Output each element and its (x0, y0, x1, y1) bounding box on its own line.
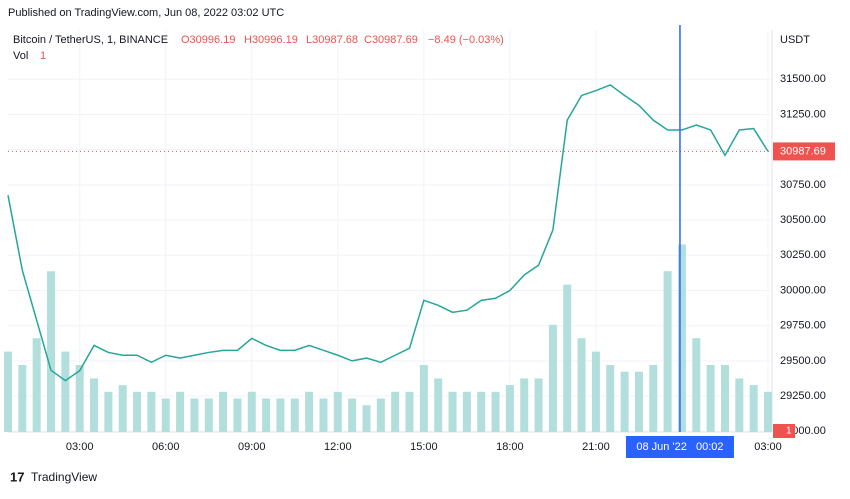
volume-bar (147, 391, 156, 432)
volume-bar (663, 271, 672, 432)
crosshair-label: 08 Jun '22 00:02 (636, 441, 723, 453)
volume-bar (606, 365, 615, 432)
last-price-label: 30987.69 (780, 145, 826, 157)
y-tick-label: 30000.00 (780, 284, 826, 296)
y-tick-label: 29750.00 (780, 320, 826, 332)
y-tick-label: 30500.00 (780, 214, 826, 226)
x-tick-label: 03:00 (754, 441, 782, 453)
volume-bar (161, 398, 170, 432)
volume-bar (262, 398, 271, 432)
legend-low: L30987.68 (306, 34, 358, 46)
volume-bar (32, 338, 41, 432)
legend-high: H30996.19 (244, 34, 298, 46)
volume-bar (362, 405, 371, 432)
volume-bar (677, 244, 686, 432)
volume-bar (247, 391, 256, 432)
volume-bar (333, 391, 342, 432)
y-axis-title: USDT (780, 34, 810, 46)
y-tick-label: 31500.00 (780, 73, 826, 85)
volume-bar (290, 398, 299, 432)
volume-bar (348, 398, 357, 432)
volume-bar (520, 378, 529, 432)
volume-bar (706, 365, 715, 432)
volume-bar (764, 391, 772, 432)
x-tick-label: 18:00 (496, 441, 524, 453)
price-line (7, 84, 769, 382)
volume-bar (548, 324, 557, 432)
legend-close: C30987.69 (364, 34, 418, 46)
volume-bar (219, 391, 228, 432)
volume-bar (233, 398, 242, 432)
volume-bar (204, 398, 213, 432)
volume-bar (405, 391, 414, 432)
y-tick-label: 29250.00 (780, 390, 826, 402)
volume-bar (505, 385, 514, 432)
plot (7, 25, 772, 432)
y-tick-label: 30750.00 (780, 179, 826, 191)
volume-bar (477, 391, 486, 432)
x-tick-label: 06:00 (152, 441, 180, 453)
x-tick-label: 15:00 (410, 441, 438, 453)
volume-bar (276, 398, 285, 432)
legend-volume: Vol (13, 50, 28, 62)
volume-bar (4, 351, 12, 432)
volume-bar (133, 391, 142, 432)
volume-bar (190, 398, 199, 432)
volume-bar (47, 271, 56, 432)
volume-bar (534, 378, 543, 432)
volume-bar (376, 398, 385, 432)
volume-bar (176, 391, 185, 432)
volume-bar (434, 378, 443, 432)
volume-bar (391, 391, 400, 432)
legend-volume-value: 1 (40, 50, 46, 62)
volume-bar (18, 365, 27, 432)
last-price-tag (773, 142, 835, 161)
volume-bar (118, 385, 127, 432)
volume-bar (563, 284, 572, 432)
volume-bar (491, 391, 500, 432)
legend-change: −8.49 (−0.03%) (428, 34, 504, 46)
volume-bar (620, 371, 629, 432)
volume (4, 244, 772, 432)
brand: 17 TradingView (10, 469, 97, 484)
volume-bar (305, 391, 314, 432)
volume-bar (735, 378, 744, 432)
volume-bar (61, 351, 70, 432)
x-tick-label: 03:00 (66, 441, 94, 453)
y-tick-label: 29500.00 (780, 355, 826, 367)
legend-symbol: Bitcoin / TetherUS, 1, BINANCE (13, 34, 168, 46)
volume-bar (749, 385, 758, 432)
volume-tag-label: 1 (786, 426, 792, 437)
volume-bar (448, 391, 457, 432)
volume-bar (577, 338, 586, 432)
x-tick-label: 09:00 (238, 441, 266, 453)
labels: 29000.0029250.0029500.0029750.0030000.00… (66, 73, 835, 458)
published-note: Published on TradingView.com, Jun 08, 20… (8, 7, 284, 19)
y-tick-label: 30250.00 (780, 249, 826, 261)
brand-name: TradingView (31, 470, 97, 484)
volume-bar (104, 391, 113, 432)
volume-bar (319, 398, 328, 432)
y-tick-label: 31250.00 (780, 108, 826, 120)
brand-logo: 17 (10, 469, 24, 484)
volume-bar (591, 351, 600, 432)
crosshair-tag (625, 436, 734, 458)
x-tick-label: 12:00 (324, 441, 352, 453)
volume-bar (419, 365, 428, 432)
volume-bar (634, 371, 643, 432)
volume-bar (462, 391, 471, 432)
x-tick-label: 21:00 (582, 441, 610, 453)
volume-tag (773, 424, 795, 438)
volume-bar (75, 365, 84, 432)
volume-bar (720, 365, 729, 432)
volume-bar (649, 365, 658, 432)
volume-bar (692, 338, 701, 432)
legend-open: O30996.19 (181, 34, 235, 46)
volume-bar (90, 378, 99, 432)
